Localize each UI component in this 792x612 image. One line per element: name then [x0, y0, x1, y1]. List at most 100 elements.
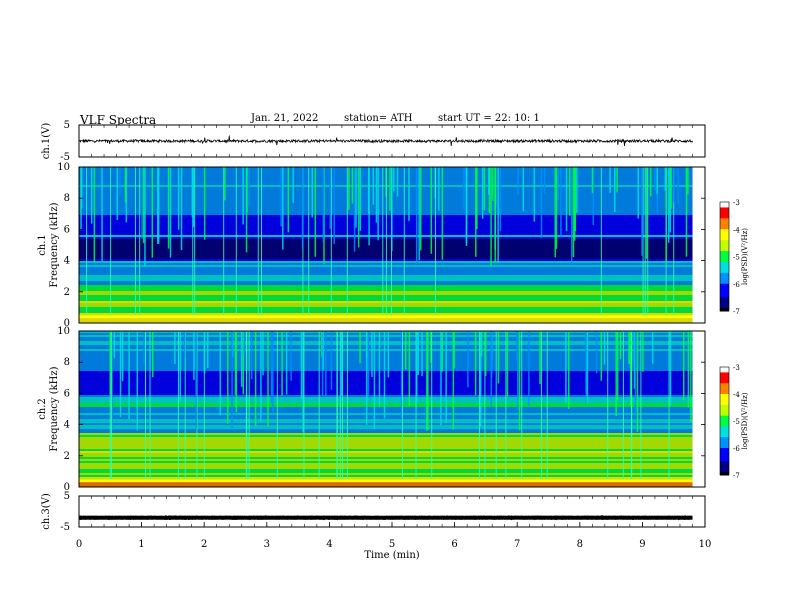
date-label: Jan. 21, 2022	[251, 113, 319, 124]
ch2-spectrogram-band	[79, 443, 693, 445]
ch1-spectrogram-colorbar-step	[720, 202, 729, 206]
ch1-spectrogram-colorbar-label: log(PSD)(V²/Hz)	[741, 228, 749, 285]
ch1-spectrogram-colorbar-step	[720, 229, 729, 233]
ch1-spectrogram-band	[79, 307, 693, 309]
ch2-spectrogram-colorbar-step	[720, 399, 729, 403]
ch1-spectrogram-band	[79, 279, 693, 281]
ch1-spectrogram-band	[79, 255, 693, 257]
ch2-spectrogram-band	[79, 385, 693, 387]
ch2-spectrogram-ylabel-channel: ch.2	[37, 398, 48, 420]
x-tick-7: 7	[514, 539, 520, 550]
ch1-spectrogram-band	[79, 289, 693, 291]
ch1-spectrogram-band	[79, 241, 693, 243]
ch1-spectrogram-colorbar-step	[720, 294, 729, 298]
ch2-spectrogram-band	[79, 429, 693, 431]
ch2-spectrogram-band	[79, 387, 693, 389]
ch1-spectrogram-band	[79, 321, 693, 323]
ch2-spectrogram-band	[79, 471, 693, 473]
ch1-spectrogram-colorbar-step	[720, 264, 729, 268]
ch1-spectrogram-colorbar-tick-3: -6	[733, 281, 740, 289]
ch2-spectrogram-band	[79, 473, 693, 475]
ch2-spectrogram-band	[79, 419, 693, 421]
ch2-spectrogram-band	[79, 393, 693, 395]
ch2-spectrogram-lowfreq-line	[79, 479, 693, 483]
ch2-spectrogram-band	[79, 411, 693, 413]
ch2-spectrogram-colorbar-step	[720, 429, 729, 433]
x-tick-9: 9	[639, 539, 645, 550]
ch1-waveform-ytick-1: -5	[60, 152, 70, 163]
ch1-spectrogram-colorbar-step	[720, 270, 729, 274]
ch1-waveform-panel: 5 -5 ch.1(V)	[41, 120, 706, 163]
ch2-spectrogram-band	[79, 415, 693, 417]
ch2-spectrogram-band	[79, 395, 693, 397]
ch1-spectrogram-ytick-3: 6	[64, 224, 70, 235]
ch2-spectrogram-ytick-5: 10	[57, 326, 70, 337]
ch1-spectrogram-band	[79, 239, 693, 241]
ch1-waveform-ylabel: ch.1(V)	[41, 123, 52, 160]
ch2-spectrogram-colorbar-step	[720, 396, 729, 400]
ch1-spectrogram-band	[79, 197, 693, 199]
ch1-spectrogram-band	[79, 265, 693, 267]
ch1-spectrogram-colorbar-step	[720, 272, 729, 277]
ch1-spectrogram-band	[79, 211, 693, 213]
ch2-spectrogram-colorbar-step	[720, 450, 729, 454]
ch2-spectrogram-colorbar-step	[720, 472, 729, 476]
ch2-spectrogram-band	[79, 425, 693, 427]
ch1-spectrogram-band	[79, 299, 693, 301]
ch1-spectrogram-band	[79, 267, 693, 269]
ch2-spectrogram-band	[79, 333, 693, 335]
ch2-spectrogram-colorbar-label: log(PSD)(V²/Hz)	[741, 392, 749, 449]
ch2-spectrogram-band	[79, 337, 693, 339]
ch1-spectrogram-colorbar-step	[720, 215, 729, 219]
ch2-spectrogram-band	[79, 339, 693, 341]
ch2-spectrogram-colorbar-step	[720, 442, 729, 446]
ch2-spectrogram-band	[79, 383, 693, 385]
ch2-spectrogram-band	[79, 371, 693, 373]
ch3-waveform-panel: 5 -5 ch.3(V)	[41, 491, 706, 533]
ch1-spectrogram-colorbar-step	[720, 297, 729, 301]
ch2-spectrogram-band	[79, 417, 693, 419]
ch1-spectrogram-band	[79, 273, 693, 275]
ch2-spectrogram-colorbar-tick-0: -3	[733, 364, 740, 372]
ch2-spectrogram-band	[79, 401, 693, 403]
ch2-spectrogram-colorbar-step	[720, 402, 729, 406]
ch1-spectrogram-colorbar-step	[720, 231, 729, 236]
ch2-spectrogram-band	[79, 381, 693, 383]
ch2-spectrogram-band	[79, 363, 693, 365]
ch2-spectrogram-colorbar-step	[720, 410, 729, 414]
ch2-spectrogram-band	[79, 361, 693, 363]
ch2-spectrogram-band	[79, 399, 693, 401]
ch1-spectrogram-colorbar-step	[720, 300, 729, 304]
ch2-spectrogram-band	[79, 355, 693, 357]
ch2-spectrogram-band	[79, 351, 693, 353]
ch1-spectrogram-colorbar-step	[720, 305, 729, 309]
ch2-spectrogram-colorbar-tick-4: -7	[733, 472, 740, 480]
x-axis-label: Time (min)	[364, 550, 419, 561]
ch1-spectrogram-colorbar-step	[720, 283, 729, 287]
ch2-spectrogram-band	[79, 377, 693, 379]
ch2-spectrogram-band	[79, 407, 693, 409]
ch2-spectrogram-colorbar-step	[720, 385, 729, 390]
ch1-spectrogram-colorbar-tick-1: -4	[733, 226, 740, 234]
ch2-spectrogram-band	[79, 447, 693, 449]
ch2-spectrogram-colorbar-tick-1: -4	[733, 391, 740, 399]
ch1-spectrogram-colorbar-step	[720, 286, 729, 290]
ch1-spectrogram-colorbar-step	[720, 248, 729, 252]
ch2-spectrogram-band	[79, 391, 693, 393]
ch2-spectrogram-band	[79, 369, 693, 371]
ch1-spectrogram-band	[79, 257, 693, 259]
ch2-spectrogram-band	[79, 433, 693, 435]
ch2-spectrogram-colorbar-step	[720, 391, 729, 395]
ch1-spectrogram-band	[79, 277, 693, 279]
ch1-spectrogram-band	[79, 219, 693, 221]
ch2-spectrogram-band	[79, 439, 693, 441]
ch2-spectrogram-colorbar-step	[720, 448, 729, 452]
ch2-spectrogram-colorbar-step	[720, 383, 729, 387]
ch2-spectrogram-colorbar-step	[720, 469, 729, 473]
ch2-spectrogram-band	[79, 453, 693, 455]
ch2-spectrogram-colorbar-step	[720, 423, 729, 427]
ch1-spectrogram-band	[79, 243, 693, 245]
ch2-spectrogram-band	[79, 373, 693, 375]
ch2-spectrogram-colorbar-step	[720, 426, 729, 430]
